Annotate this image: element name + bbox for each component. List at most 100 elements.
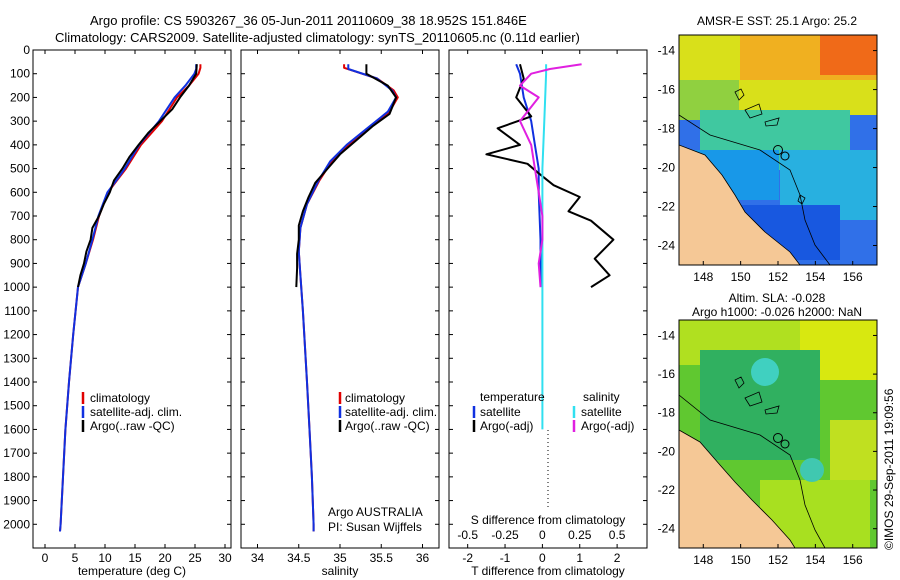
sla-map (679, 320, 877, 548)
map-y-tick-label: -20 (658, 161, 676, 175)
map-x-tick-label: 154 (805, 553, 825, 567)
coastline (679, 144, 801, 265)
map-y-tick-label: -24 (658, 239, 676, 253)
y-tick-label: 500 (10, 162, 30, 176)
y-tick-label: 600 (10, 185, 30, 199)
temperature-ticks: 0 5 10 15 20 25 300100200300400500600700800900… (3, 43, 232, 565)
x2-tick-label: 0 (539, 528, 546, 542)
legend-temperature-head: temperature (480, 390, 545, 404)
map-y-tick-label: -18 (658, 406, 676, 420)
principal-investigator: PI: Susan Wijffels (328, 520, 422, 534)
x-tick-label: 0 (539, 551, 546, 565)
land-shape (679, 145, 800, 265)
map-y-tick-label: -14 (658, 328, 676, 342)
x-tick-label: -1 (500, 551, 511, 565)
map-x-tick-label: 154 (805, 270, 825, 284)
x2-tick-label: -0.5 (457, 528, 478, 542)
y-tick-label: 800 (10, 233, 30, 247)
map-x-tick-label: 148 (693, 270, 713, 284)
salinity-legend: climatology satellite-adj. clim. Argo(..… (338, 391, 437, 433)
map-y-tick-label: -22 (658, 200, 676, 214)
y-tick-label: 700 (10, 209, 30, 223)
map-x-tick-label: 150 (731, 270, 751, 284)
difference-lines (485, 63, 615, 430)
legend-salinity-head: salinity (583, 390, 620, 404)
difference-axes (448, 49, 648, 549)
salinity-lines (295, 64, 399, 532)
salinity-axes (240, 49, 440, 549)
sla-map-ticks: 148 150 152 154 156 -14 -16 -18 -20 -22 -24 (658, 328, 877, 567)
argo-position-marker (773, 145, 783, 155)
map-y-tick-label: -18 (658, 122, 676, 136)
series-satellite-adj-clim-line (59, 64, 198, 532)
y-tick-label: 1100 (4, 304, 30, 318)
x-tick-label: 30 (218, 551, 232, 565)
series-argo-raw-qc-line (295, 64, 398, 288)
x2-tick-label: -0.25 (491, 528, 519, 542)
x-tick-label: 2 (614, 551, 621, 565)
difference-legend: temperature salinity satellite Argo(-adj… (472, 390, 634, 433)
y-tick-label: 1900 (3, 494, 30, 508)
difference-xlabel: T difference from climatology (471, 564, 625, 578)
legend-climatology-label: climatology (90, 391, 150, 405)
legend-s-argo-label: Argo(-adj) (581, 419, 634, 433)
y-tick-label: 1400 (3, 375, 30, 389)
land-shape (679, 430, 795, 548)
map-x-tick-label: 156 (843, 270, 863, 284)
y-tick-label: 0 (23, 43, 30, 57)
map-y-tick-label: -16 (658, 367, 676, 381)
legend-satellite-label: satellite-adj. clim. (90, 405, 182, 419)
legend-climatology-label: climatology (345, 391, 405, 405)
series-climatology-line (59, 64, 202, 532)
x-tick-label: 36 (416, 551, 430, 565)
map-x-tick-label: 156 (843, 553, 863, 567)
x2-tick-label: 0.25 (568, 528, 592, 542)
series-argo-raw-qc-line (77, 64, 198, 288)
x-tick-label: 20 (158, 551, 172, 565)
series-temperature-argo-adj-line (485, 63, 615, 288)
x-tick-label: -2 (462, 551, 473, 565)
map-x-tick-label: 150 (731, 553, 751, 567)
y-tick-label: 200 (10, 90, 30, 104)
y-tick-label: 400 (10, 138, 30, 152)
temperature-lines (59, 64, 202, 532)
x-tick-label: 35.5 (370, 551, 394, 565)
map-x-tick-label: 152 (768, 553, 788, 567)
legend-s-satellite-label: satellite (581, 405, 622, 419)
reef-outline (734, 88, 806, 205)
x-tick-label: 0 (42, 551, 49, 565)
argo-position-marker-2 (780, 151, 790, 161)
x-tick-label: 5 (72, 551, 79, 565)
y-tick-label: 2000 (3, 517, 30, 531)
imos-credit: ©IMOS 29-Sep-2011 19:09:56 (882, 388, 896, 550)
legend-t-satellite-label: satellite (480, 405, 521, 419)
float-owner: Argo AUSTRALIA (328, 505, 423, 519)
title-line-1: Argo profile: CS 5903267_36 05-Jun-2011 … (90, 13, 527, 28)
coastline (679, 429, 796, 548)
x-tick-label: 15 (128, 551, 142, 565)
map-y-tick-label: -24 (658, 522, 676, 536)
temperature-xlabel: temperature (deg C) (78, 564, 186, 578)
sla-map-title-1: Altim. SLA: -0.028 (729, 291, 826, 305)
bathymetry-contour (679, 394, 826, 548)
sst-map-title: AMSR-E SST: 25.1 Argo: 25.2 (697, 14, 857, 28)
salinity-ticks: 34 34.5 35 35.5 36 (241, 49, 439, 565)
legend-satellite-label: satellite-adj. clim. (345, 405, 437, 419)
y-tick-label: 1800 (3, 470, 30, 484)
sla-map-title-2: Argo h1000: -0.026 h2000: NaN (692, 305, 862, 319)
series-satellite-adj-clim-line (297, 64, 398, 532)
y-tick-label: 1700 (3, 446, 30, 460)
map-y-tick-label: -20 (658, 444, 676, 458)
x-tick-label: 34 (251, 551, 265, 565)
x-tick-label: 1 (576, 551, 583, 565)
legend-t-argo-label: Argo(-adj) (480, 419, 533, 433)
argo-position-marker (773, 433, 783, 443)
difference-ticks: -2 -1 0 1 2 -0.5 -0.25 0 0.25 0.5 (449, 49, 647, 565)
temperature-legend: climatology satellite-adj. clim. Argo(..… (81, 391, 182, 433)
x-tick-label: 25 (188, 551, 202, 565)
y-tick-label: 1500 (3, 399, 30, 413)
y-tick-label: 100 (10, 67, 30, 81)
y-tick-label: 1600 (3, 422, 30, 436)
series-temperature-satellite-line (515, 63, 542, 288)
